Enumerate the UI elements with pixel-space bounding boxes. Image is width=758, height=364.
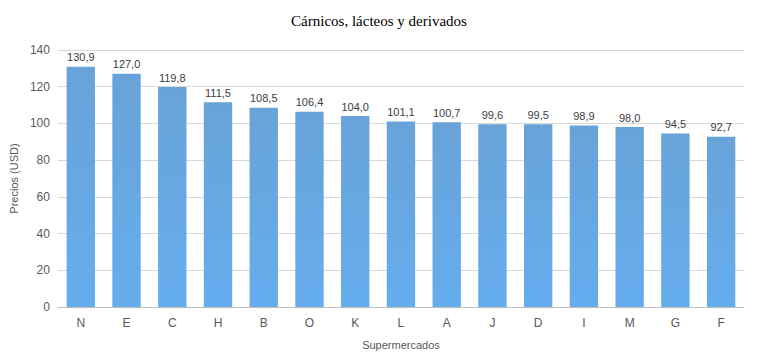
- svg-text:A: A: [443, 316, 451, 330]
- svg-text:F: F: [717, 316, 724, 330]
- svg-text:99,6: 99,6: [482, 109, 503, 121]
- svg-text:Cárnicos, lácteos y derivados: Cárnicos, lácteos y derivados: [291, 13, 467, 29]
- svg-text:C: C: [168, 316, 177, 330]
- svg-text:100,7: 100,7: [433, 107, 461, 119]
- svg-text:80: 80: [37, 153, 51, 167]
- svg-text:98,0: 98,0: [619, 112, 640, 124]
- svg-text:K: K: [351, 316, 359, 330]
- svg-text:140: 140: [30, 43, 50, 57]
- svg-text:94,5: 94,5: [665, 118, 686, 130]
- svg-text:130,9: 130,9: [67, 51, 95, 63]
- svg-text:119,8: 119,8: [159, 72, 186, 84]
- svg-text:M: M: [625, 316, 635, 330]
- svg-text:98,9: 98,9: [573, 110, 594, 122]
- svg-text:104,0: 104,0: [341, 101, 369, 113]
- svg-text:92,7: 92,7: [710, 121, 731, 133]
- svg-text:20: 20: [37, 263, 51, 277]
- svg-text:101,1: 101,1: [387, 106, 415, 118]
- svg-text:D: D: [534, 316, 543, 330]
- svg-text:B: B: [260, 316, 268, 330]
- svg-text:I: I: [582, 316, 585, 330]
- svg-text:J: J: [489, 316, 495, 330]
- svg-text:120: 120: [30, 80, 50, 94]
- svg-text:N: N: [76, 316, 85, 330]
- svg-text:E: E: [123, 316, 131, 330]
- svg-text:Supermercados: Supermercados: [362, 339, 440, 351]
- svg-text:40: 40: [37, 227, 51, 241]
- svg-text:99,5: 99,5: [527, 109, 548, 121]
- svg-text:G: G: [671, 316, 680, 330]
- svg-text:O: O: [305, 316, 314, 330]
- svg-text:108,5: 108,5: [250, 92, 278, 104]
- svg-text:L: L: [398, 316, 405, 330]
- svg-text:60: 60: [37, 190, 51, 204]
- svg-text:106,4: 106,4: [296, 96, 324, 108]
- svg-text:100: 100: [30, 116, 50, 130]
- svg-text:Precios (USD): Precios (USD): [8, 143, 20, 213]
- svg-text:111,5: 111,5: [205, 87, 231, 99]
- svg-text:H: H: [214, 316, 223, 330]
- svg-text:127,0: 127,0: [113, 58, 141, 70]
- svg-text:0: 0: [43, 300, 50, 314]
